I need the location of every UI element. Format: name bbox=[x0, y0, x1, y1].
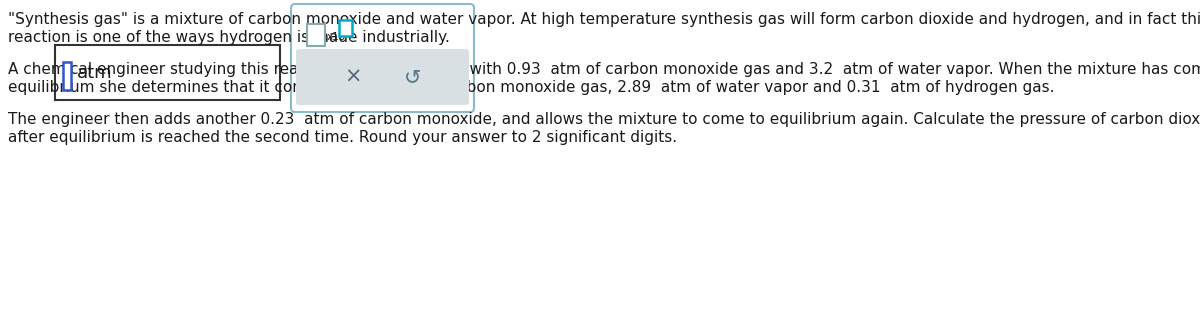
Text: A chemical engineer studying this reaction fills a 1.5 L flask with 0.93  atm of: A chemical engineer studying this reacti… bbox=[8, 62, 1200, 77]
Text: reaction is one of the ways hydrogen is made industrially.: reaction is one of the ways hydrogen is … bbox=[8, 30, 450, 45]
Text: "Synthesis gas" is a mixture of carbon monoxide and water vapor. At high tempera: "Synthesis gas" is a mixture of carbon m… bbox=[8, 12, 1200, 27]
FancyBboxPatch shape bbox=[296, 49, 469, 105]
Text: ×: × bbox=[343, 67, 361, 87]
FancyBboxPatch shape bbox=[307, 24, 325, 46]
Text: after equilibrium is reached the second time. Round your answer to 2 significant: after equilibrium is reached the second … bbox=[8, 130, 677, 145]
Text: ↺: ↺ bbox=[404, 67, 421, 87]
FancyBboxPatch shape bbox=[292, 4, 474, 112]
FancyBboxPatch shape bbox=[55, 45, 280, 100]
Text: atm: atm bbox=[77, 64, 113, 81]
Text: The engineer then adds another 0.23  atm of carbon monoxide, and allows the mixt: The engineer then adds another 0.23 atm … bbox=[8, 112, 1200, 127]
Text: equilibrium she determines that it contains 0.62  atm of carbon monoxide gas, 2.: equilibrium she determines that it conta… bbox=[8, 80, 1055, 95]
FancyBboxPatch shape bbox=[64, 62, 71, 90]
FancyBboxPatch shape bbox=[340, 20, 352, 36]
Text: x10: x10 bbox=[326, 32, 347, 42]
